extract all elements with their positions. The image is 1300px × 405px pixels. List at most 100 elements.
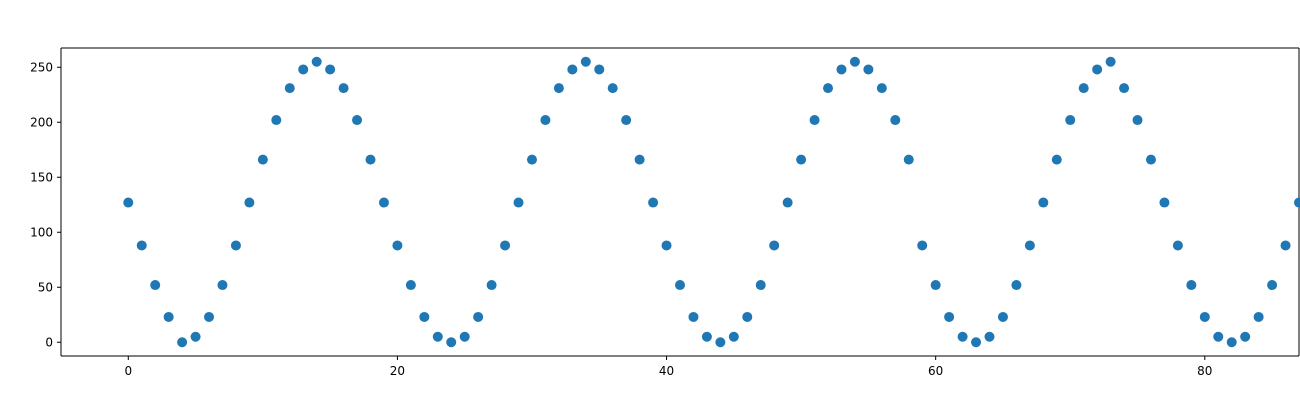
data-point [809, 115, 820, 126]
data-point [1213, 331, 1224, 342]
data-point [675, 280, 685, 291]
data-point [244, 197, 255, 208]
data-point [957, 331, 968, 342]
data-point [204, 311, 215, 322]
data-point [1092, 64, 1103, 75]
data-point [849, 56, 860, 67]
data-points [123, 56, 1300, 348]
data-point [876, 83, 887, 94]
data-point [997, 311, 1008, 322]
data-point [284, 83, 295, 94]
data-point [1051, 154, 1062, 165]
y-tick-label: 250 [30, 60, 53, 74]
data-point [1294, 197, 1300, 208]
data-point [1011, 280, 1022, 291]
data-point [634, 154, 645, 165]
data-point [971, 337, 982, 348]
data-point [890, 115, 901, 126]
data-point [1186, 280, 1197, 291]
data-point [742, 311, 753, 322]
data-point [352, 115, 363, 126]
data-point [1159, 197, 1170, 208]
data-point [1226, 337, 1237, 348]
data-point [298, 64, 309, 75]
data-point [486, 280, 497, 291]
x-tick-label: 20 [390, 364, 405, 378]
data-point [796, 154, 807, 165]
data-point [1078, 83, 1089, 94]
data-point [567, 64, 578, 75]
data-point [1267, 280, 1278, 291]
data-point [1240, 331, 1251, 342]
data-point [217, 280, 228, 291]
data-point [540, 115, 551, 126]
data-point [984, 331, 995, 342]
data-point [648, 197, 659, 208]
x-tick-label: 0 [124, 364, 132, 378]
data-point [580, 56, 591, 67]
x-tick-label: 40 [659, 364, 674, 378]
data-point [271, 115, 282, 126]
data-point [553, 83, 564, 94]
y-axis: 0 50 100 150 200 250 [30, 60, 61, 349]
data-point [513, 197, 524, 208]
data-point [1253, 311, 1264, 322]
x-axis: 0 20 40 60 80 [124, 356, 1212, 378]
x-tick-label: 80 [1197, 364, 1212, 378]
data-point [688, 311, 699, 322]
data-point [930, 280, 941, 291]
data-point [836, 64, 847, 75]
data-point [944, 311, 955, 322]
data-point [257, 154, 268, 165]
data-point [230, 240, 241, 251]
data-point [769, 240, 780, 251]
data-point [701, 331, 712, 342]
data-point [526, 154, 537, 165]
data-point [782, 197, 793, 208]
data-point [1280, 240, 1291, 251]
data-point [1038, 197, 1049, 208]
data-point [325, 64, 336, 75]
data-point [419, 311, 430, 322]
plot-area [60, 47, 1300, 357]
data-point [1199, 311, 1210, 322]
y-tick-label: 50 [38, 280, 53, 294]
data-point [365, 154, 376, 165]
data-point [621, 115, 632, 126]
data-point [607, 83, 618, 94]
data-point [378, 197, 389, 208]
data-point [661, 240, 672, 251]
x-tick-label: 60 [928, 364, 943, 378]
data-point [903, 154, 914, 165]
data-point [459, 331, 470, 342]
data-point [500, 240, 511, 251]
data-point [1145, 154, 1156, 165]
data-point [1119, 83, 1130, 94]
y-tick-label: 0 [45, 335, 53, 349]
data-point [1105, 56, 1116, 67]
data-point [311, 56, 322, 67]
y-tick-label: 150 [30, 170, 53, 184]
data-point [473, 311, 484, 322]
data-point [177, 337, 188, 348]
data-point [715, 337, 726, 348]
data-point [863, 64, 874, 75]
data-point [446, 337, 457, 348]
data-point [755, 280, 766, 291]
y-tick-label: 100 [30, 225, 53, 239]
data-point [150, 280, 161, 291]
data-point [432, 331, 443, 342]
y-tick-label: 200 [30, 115, 53, 129]
data-point [823, 83, 834, 94]
data-point [392, 240, 403, 251]
data-point [405, 280, 416, 291]
data-point [1024, 240, 1035, 251]
data-point [1065, 115, 1076, 126]
data-point [1172, 240, 1183, 251]
data-point [190, 331, 201, 342]
data-point [594, 64, 605, 75]
data-point [917, 240, 928, 251]
data-point [136, 240, 147, 251]
